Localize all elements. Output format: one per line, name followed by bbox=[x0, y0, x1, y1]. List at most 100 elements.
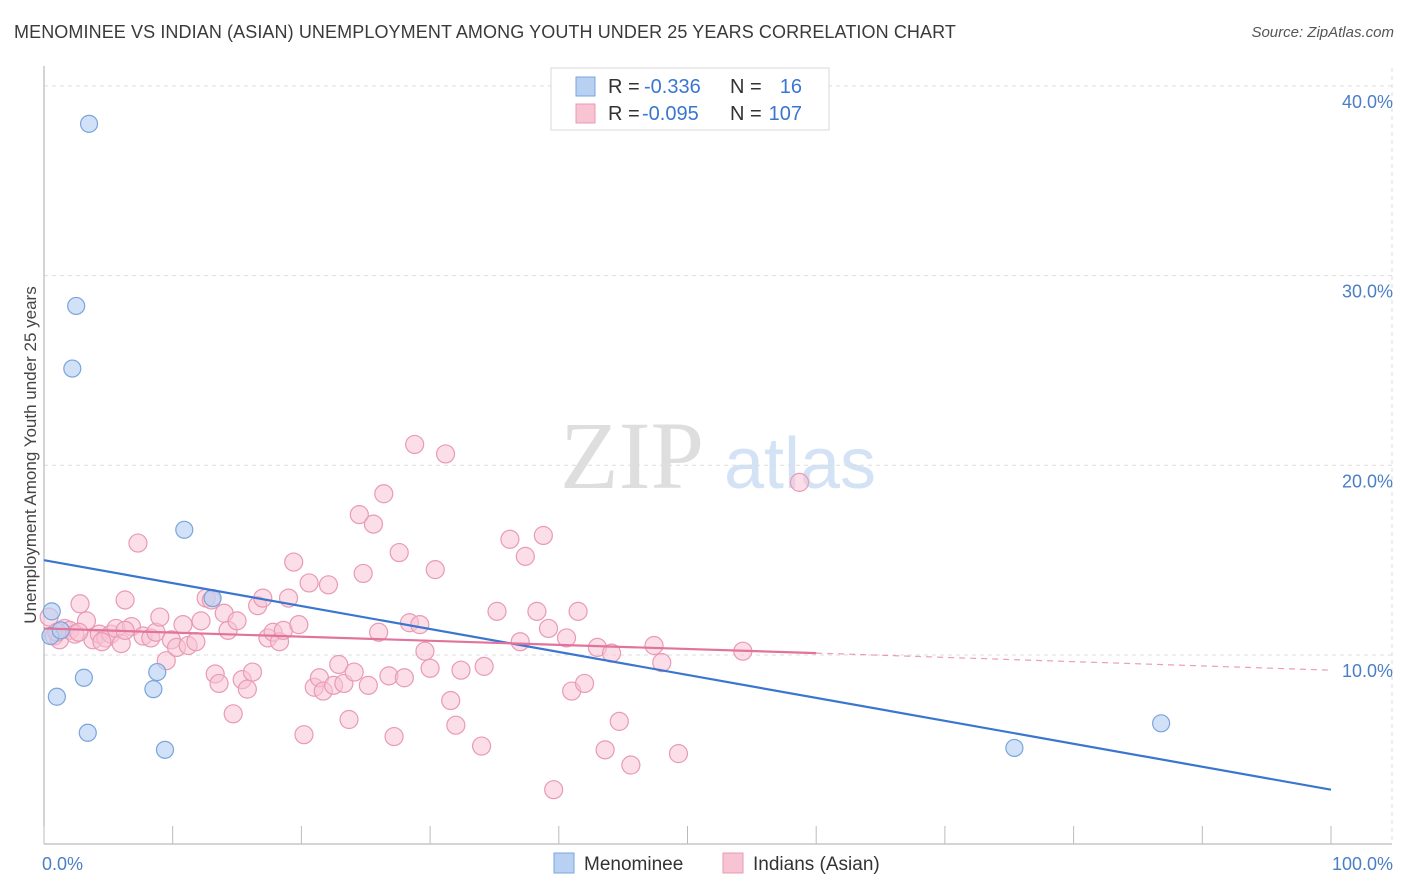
legend-n-label: N = bbox=[730, 76, 762, 98]
correlation-legend: R = -0.336 N = 16 R = -0.095 N = 107 bbox=[550, 67, 830, 131]
y-tick-label: 40.0% bbox=[1342, 92, 1393, 112]
data-point-menominee bbox=[1152, 714, 1171, 733]
data-point-indians bbox=[284, 552, 304, 572]
data-point-indians bbox=[487, 601, 507, 621]
y-axis-label: Unemployment Among Youth under 25 years bbox=[21, 286, 40, 623]
data-point-indians bbox=[128, 533, 148, 553]
data-point-indians bbox=[289, 615, 309, 635]
legend-r-label: R = bbox=[608, 103, 640, 125]
data-point-indians bbox=[339, 709, 359, 730]
data-point-indians bbox=[384, 726, 404, 747]
data-point-indians bbox=[415, 641, 435, 661]
data-point-menominee bbox=[78, 723, 97, 742]
data-point-indians bbox=[394, 668, 414, 688]
data-point-indians bbox=[369, 622, 389, 642]
data-point-indians bbox=[237, 679, 257, 699]
data-point-indians bbox=[621, 755, 641, 775]
data-point-indians bbox=[358, 675, 378, 695]
chart-title: MENOMINEE VS INDIAN (ASIAN) UNEMPLOYMENT… bbox=[14, 22, 956, 42]
data-point-indians bbox=[595, 740, 615, 760]
data-point-indians bbox=[544, 780, 564, 800]
legend-n-label: N = bbox=[730, 103, 762, 125]
data-point-indians bbox=[242, 662, 263, 682]
data-point-menominee bbox=[67, 296, 86, 316]
data-point-indians bbox=[568, 601, 588, 621]
data-point-menominee bbox=[74, 668, 93, 687]
data-point-indians bbox=[510, 632, 530, 652]
data-point-indians bbox=[227, 611, 247, 631]
data-point-indians bbox=[363, 514, 384, 534]
data-point-indians bbox=[329, 654, 349, 675]
trend-lines bbox=[43, 559, 1332, 791]
legend-box bbox=[550, 67, 830, 131]
data-point-menominee bbox=[155, 740, 175, 759]
data-point-indians bbox=[789, 472, 810, 492]
y-tick-label: 10.0% bbox=[1342, 661, 1393, 681]
data-point-indians bbox=[435, 444, 456, 464]
watermark-atlas: atlas bbox=[724, 424, 876, 504]
x-tick-label: 100.0% bbox=[1332, 854, 1393, 874]
data-point-menominee bbox=[79, 114, 99, 133]
data-point-indians bbox=[538, 618, 559, 639]
data-point-indians bbox=[209, 673, 229, 694]
y-tick-label: 20.0% bbox=[1342, 471, 1393, 491]
data-point-indians bbox=[318, 575, 339, 595]
data-point-indians bbox=[574, 673, 595, 694]
source-label: Source: ZipAtlas.com bbox=[1251, 24, 1394, 41]
legend-r-value: -0.336 bbox=[644, 76, 701, 98]
legend-label-indians: Indians (Asian) bbox=[753, 854, 880, 875]
legend-swatch-indians bbox=[575, 103, 596, 124]
legend-label-menominee: Menominee bbox=[584, 854, 683, 875]
data-point-indians bbox=[609, 711, 629, 731]
data-point-indians bbox=[556, 628, 577, 648]
data-point-menominee bbox=[175, 520, 194, 539]
data-point-indians bbox=[374, 484, 394, 504]
data-point-indians bbox=[441, 690, 461, 711]
legend-r-value: -0.095 bbox=[642, 103, 699, 125]
data-point-indians bbox=[533, 525, 553, 546]
data-point-menominee bbox=[148, 662, 167, 682]
data-point-menominee bbox=[144, 680, 163, 699]
data-point-indians bbox=[353, 563, 373, 584]
data-point-indians bbox=[70, 594, 90, 614]
legend-r-label: R = bbox=[608, 76, 640, 98]
series-legend: Menominee Indians (Asian) bbox=[553, 852, 880, 875]
data-point-indians bbox=[115, 590, 135, 610]
trend-line-indians-dashed bbox=[816, 652, 1332, 671]
watermark-zip: ZIP bbox=[560, 402, 704, 509]
data-point-indians bbox=[500, 529, 520, 549]
legend-swatch-menominee bbox=[575, 76, 596, 97]
gridlines bbox=[44, 68, 1393, 844]
data-point-indians bbox=[294, 725, 314, 745]
data-point-indians bbox=[652, 652, 672, 673]
data-point-indians bbox=[405, 434, 425, 455]
data-point-menominee bbox=[47, 687, 66, 706]
data-point-indians bbox=[223, 704, 243, 724]
data-point-indians bbox=[349, 505, 369, 525]
data-point-indians bbox=[425, 560, 445, 580]
axes bbox=[43, 66, 1392, 845]
data-point-indians bbox=[173, 615, 193, 635]
data-point-indians bbox=[420, 658, 440, 678]
data-point-indians bbox=[474, 656, 494, 676]
data-point-indians bbox=[344, 662, 364, 682]
x-tick-label: 0.0% bbox=[42, 854, 83, 874]
watermark: ZIP atlas bbox=[560, 402, 876, 509]
data-point-indians bbox=[150, 607, 170, 627]
trend-line-menominee bbox=[43, 559, 1332, 791]
y-tick-labels: 10.0% 20.0% 30.0% 40.0% bbox=[1342, 92, 1393, 681]
trend-line-indians bbox=[43, 627, 817, 655]
x-tick-labels: 0.0% 100.0% bbox=[42, 854, 1393, 874]
data-point-menominee bbox=[63, 359, 82, 378]
data-point-indians bbox=[389, 542, 409, 563]
data-point-menominee bbox=[1005, 738, 1024, 758]
data-point-menominee bbox=[42, 602, 61, 621]
data-point-indians bbox=[668, 744, 689, 764]
legend-n-value: 16 bbox=[780, 76, 802, 98]
data-point-indians bbox=[410, 615, 430, 635]
data-point-indians bbox=[92, 632, 112, 652]
y-tick-label: 30.0% bbox=[1342, 282, 1393, 302]
data-point-indians bbox=[644, 635, 664, 656]
data-point-indians bbox=[69, 622, 89, 642]
